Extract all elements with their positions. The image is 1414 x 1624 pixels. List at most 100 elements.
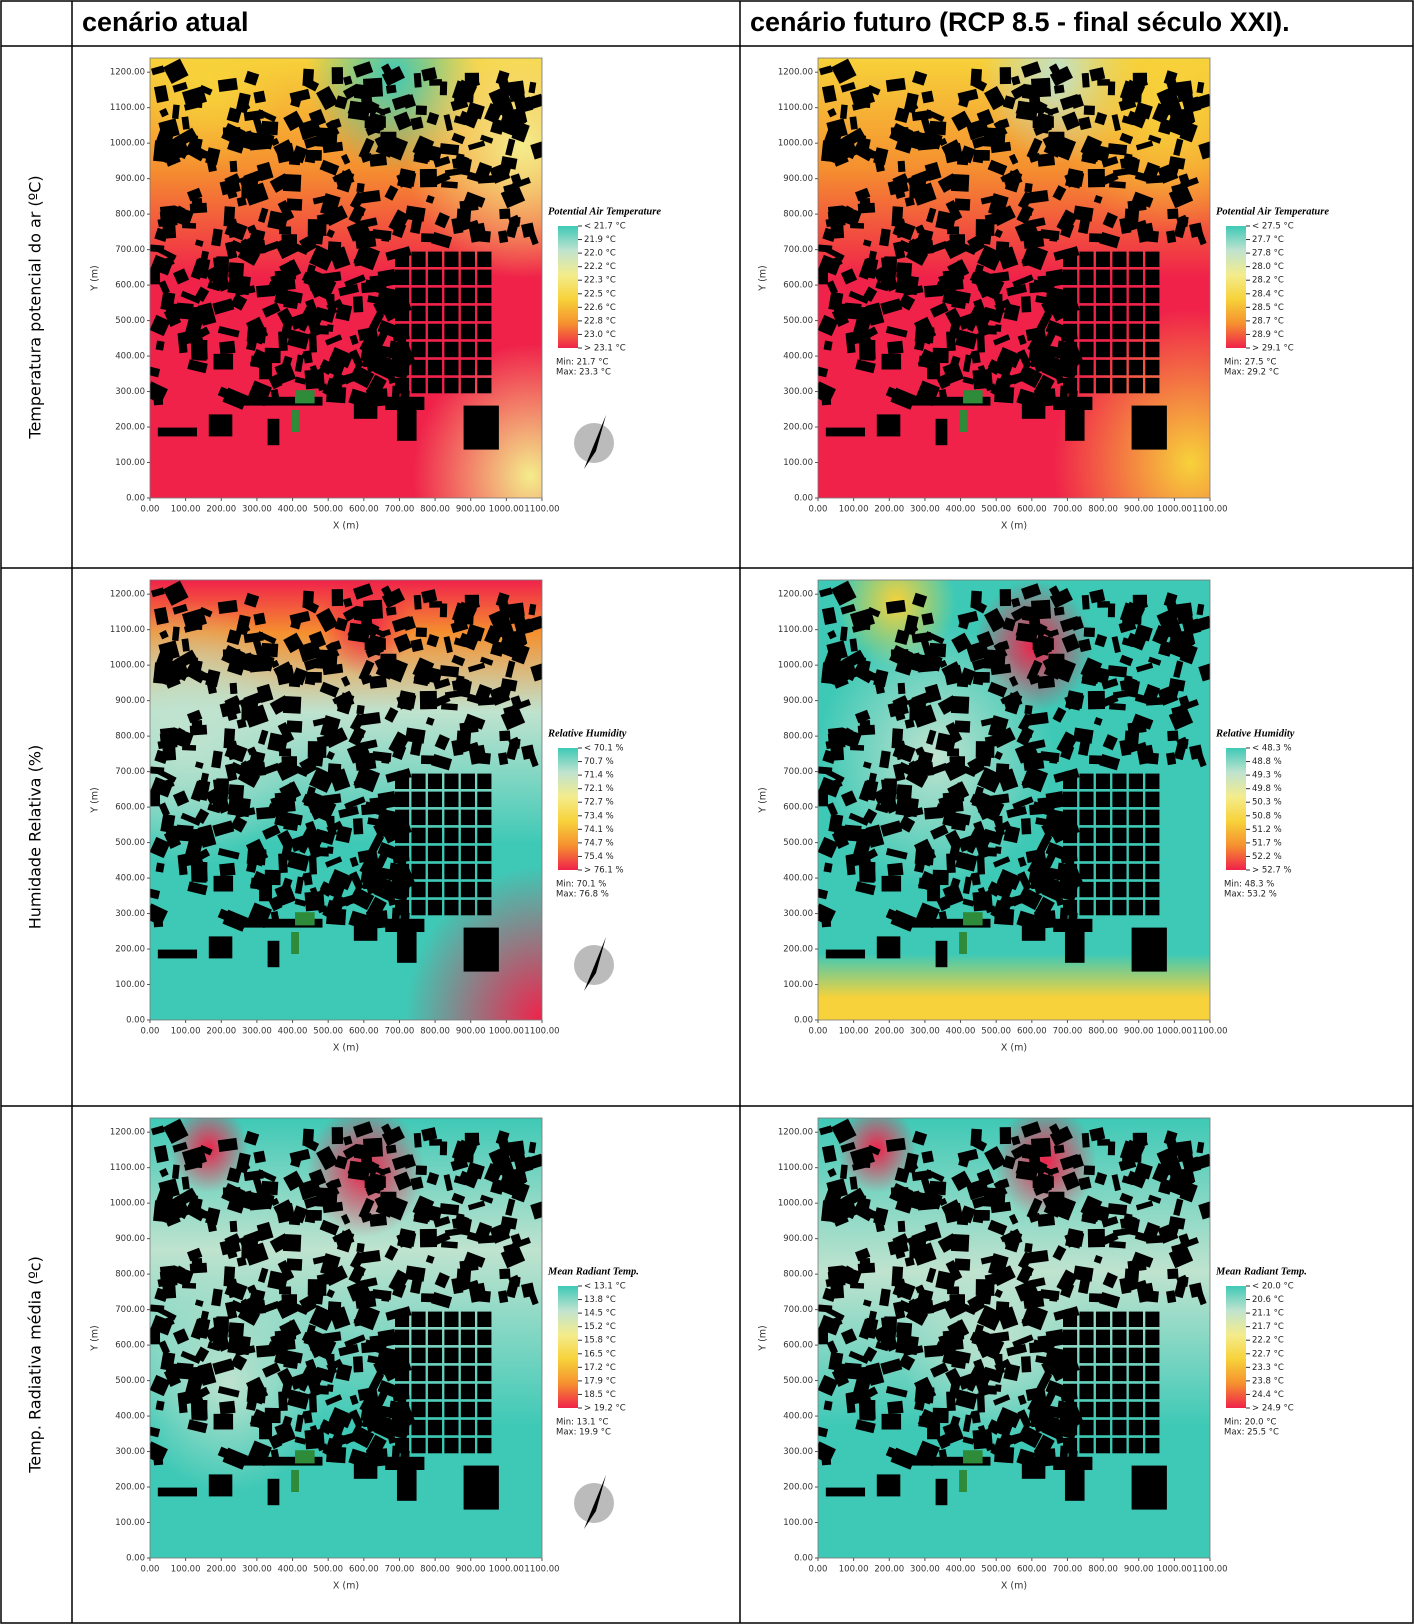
building (1136, 1283, 1155, 1303)
x-tick-label: 600.00 (349, 1565, 379, 1575)
building (461, 270, 475, 285)
building (1112, 1402, 1126, 1417)
building (957, 1213, 969, 1225)
building (363, 78, 383, 98)
building (499, 208, 510, 219)
building (456, 1269, 471, 1288)
building (1096, 774, 1110, 789)
building (1145, 288, 1159, 303)
green-area (291, 932, 299, 954)
row-label: Temperatura potencial do ar (ºC) (26, 175, 45, 439)
legend-label: 28.5 °C (1252, 303, 1284, 313)
building (1084, 1165, 1095, 1175)
building (444, 252, 458, 267)
building (936, 419, 948, 445)
legend-max: Max: 19.9 °C (556, 1428, 611, 1438)
x-tick-label: 1000.00 (1157, 1565, 1192, 1575)
y-tick-label: 0.00 (794, 1016, 813, 1026)
building (411, 1420, 425, 1435)
building (395, 1420, 409, 1435)
building (477, 1330, 491, 1345)
y-tick-label: 400.00 (783, 352, 813, 362)
legend-label: 75.4 % (584, 852, 614, 862)
legend-min: Min: 20.0 °C (1224, 1418, 1277, 1428)
y-tick-label: 700.00 (115, 245, 145, 255)
building (887, 863, 903, 877)
building (310, 325, 329, 335)
building (218, 600, 238, 614)
building (1079, 270, 1093, 285)
building (219, 863, 235, 877)
building (414, 1133, 422, 1148)
x-tick-label: 300.00 (242, 1027, 272, 1037)
building (444, 1384, 458, 1399)
building (1145, 774, 1159, 789)
legend-label: 28.9 °C (1252, 330, 1284, 340)
building (1129, 1402, 1143, 1417)
building (441, 1241, 458, 1249)
legend-label: 72.7 % (584, 798, 614, 808)
legend-label: 22.2 °C (584, 262, 616, 272)
building (1022, 1291, 1044, 1309)
legend-label: 74.7 % (584, 838, 614, 848)
building (411, 810, 425, 825)
map-panel (144, 580, 553, 1020)
building (230, 161, 238, 172)
building (1112, 900, 1126, 915)
x-tick-label: 1000.00 (489, 1565, 524, 1575)
building (461, 1384, 475, 1399)
legend-label: < 27.5 °C (1252, 222, 1294, 232)
building (1000, 589, 1011, 606)
building (444, 882, 458, 897)
building (1082, 1133, 1090, 1148)
y-tick-label: 300.00 (783, 387, 813, 397)
building (332, 589, 343, 606)
building (259, 885, 272, 901)
building (946, 331, 956, 351)
legend-label: 22.7 °C (1252, 1349, 1284, 1359)
building (1129, 1348, 1143, 1363)
legend-title: Mean Radiant Temp. (547, 1266, 639, 1277)
building (356, 183, 364, 193)
building (411, 828, 425, 843)
building (1129, 1312, 1143, 1327)
building (1112, 882, 1126, 897)
building (1129, 378, 1143, 393)
legend-min: Min: 70.1 % (556, 880, 606, 890)
building (400, 693, 416, 709)
building (216, 256, 229, 272)
building (1124, 209, 1139, 228)
x-tick-label: 500.00 (313, 1027, 343, 1037)
building (363, 600, 383, 620)
building (884, 778, 897, 794)
building (1063, 864, 1077, 879)
building (1112, 252, 1126, 267)
building (1112, 846, 1126, 861)
building (1096, 1438, 1110, 1453)
building (1000, 1127, 1011, 1144)
building (1079, 324, 1093, 339)
building (395, 1366, 409, 1381)
building (444, 1438, 458, 1453)
building (400, 171, 416, 187)
building (1129, 1420, 1143, 1435)
x-tick-label: 300.00 (910, 1565, 940, 1575)
legend-label: 49.8 % (1252, 784, 1282, 794)
x-axis-label: X (m) (1001, 521, 1027, 532)
x-axis-label: X (m) (333, 521, 359, 532)
x-tick-label: 400.00 (278, 1027, 308, 1037)
building (1108, 665, 1128, 677)
building (1096, 342, 1110, 357)
building (361, 282, 377, 293)
building (1097, 1139, 1110, 1146)
building (1096, 360, 1110, 375)
x-tick-label: 300.00 (242, 1565, 272, 1575)
building (1063, 1312, 1077, 1327)
building (921, 1151, 934, 1164)
x-tick-label: 400.00 (946, 1027, 976, 1037)
building (887, 1401, 903, 1415)
building (386, 607, 397, 616)
y-tick-label: 0.00 (794, 1554, 813, 1564)
y-tick-label: 300.00 (115, 909, 145, 919)
building (1022, 753, 1044, 771)
